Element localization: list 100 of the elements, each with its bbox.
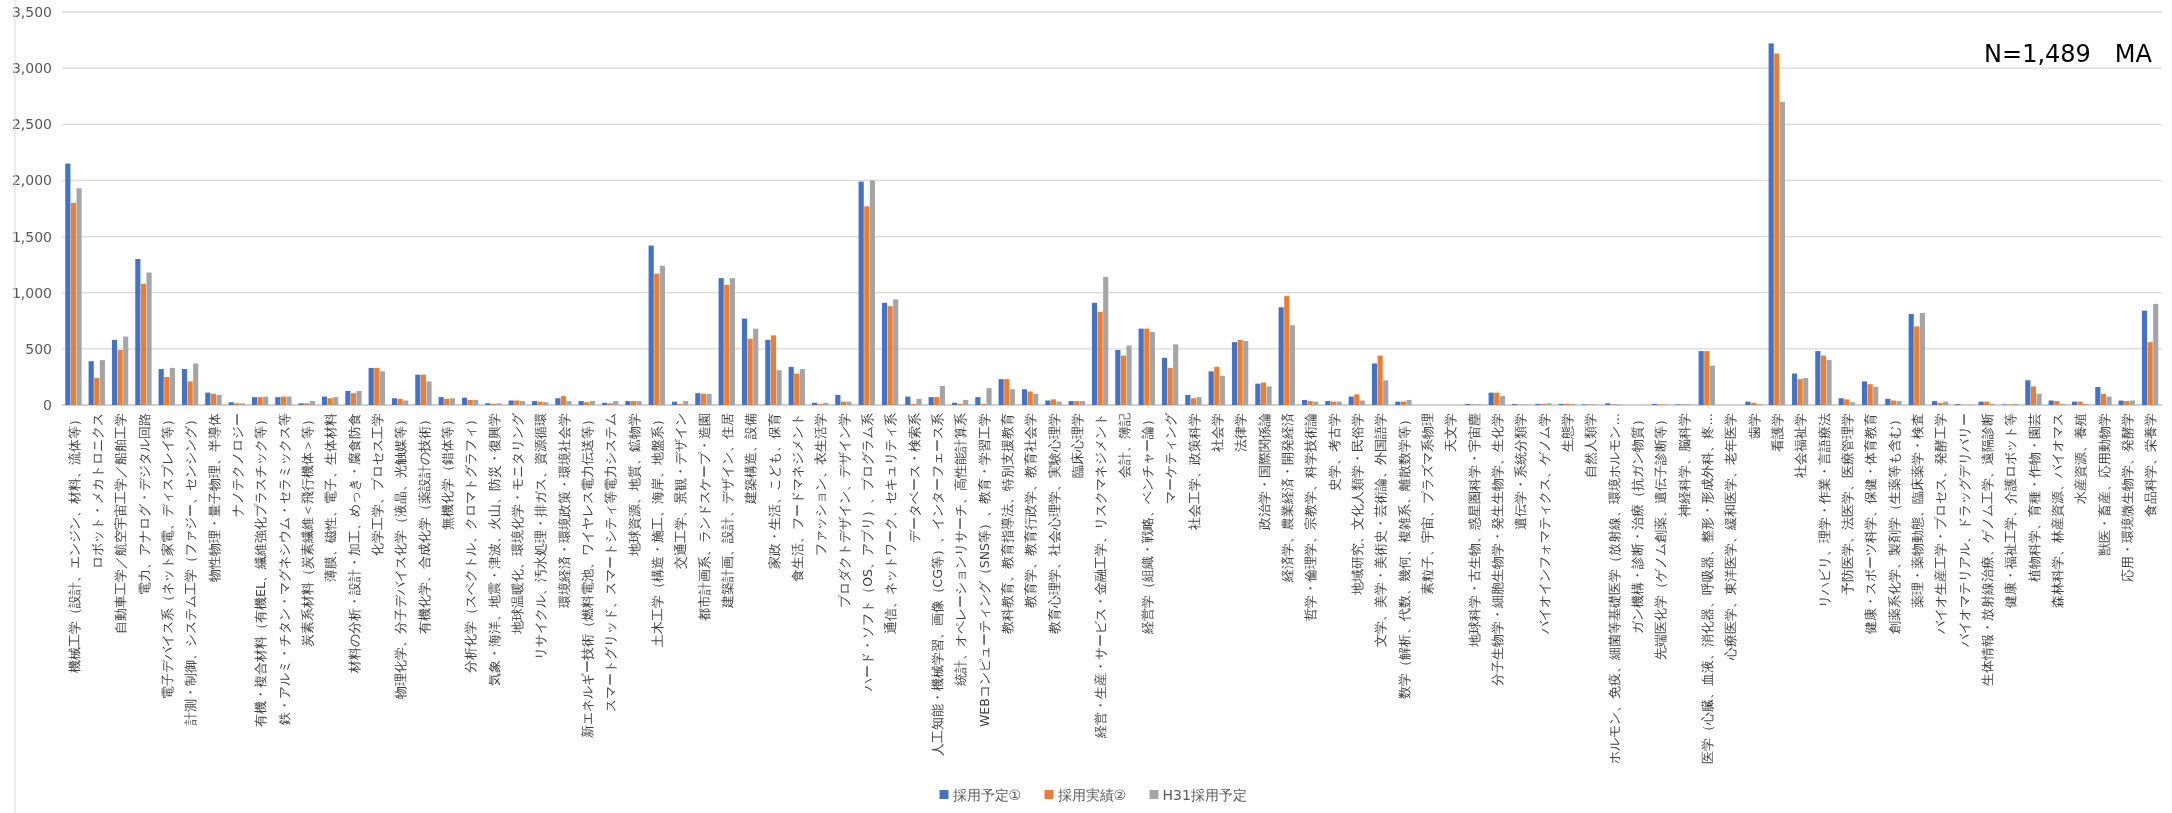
x-tick-label: ホルモン、免疫、細菌等基礎医学（放射線、環境ホルモン…	[1606, 413, 1622, 764]
bar	[2124, 401, 2130, 405]
bar	[887, 306, 893, 405]
bar	[263, 396, 269, 405]
bar	[613, 401, 619, 405]
bar	[864, 206, 870, 405]
bar	[1103, 276, 1109, 405]
bar	[724, 284, 730, 405]
bar	[286, 396, 292, 405]
bar	[1861, 381, 1868, 405]
bar	[391, 398, 398, 405]
x-tick-label: 看護学	[1770, 413, 1785, 452]
bar	[1050, 399, 1057, 405]
x-tick-label: ファッション、衣生活学	[813, 413, 829, 556]
x-tick-label: 社会学	[1210, 413, 1225, 452]
bar	[858, 181, 864, 405]
bar	[140, 283, 147, 405]
x-tick-label: 炭素系材料（炭素繊維＜飛行機体＞等）	[300, 413, 315, 647]
legend-label: H31採用予定	[1162, 787, 1247, 803]
bar	[753, 328, 759, 405]
x-tick-label: 食生活、フードマネジメント	[790, 413, 805, 582]
bar	[1919, 312, 1925, 405]
bar	[280, 396, 287, 405]
x-tick-label: 経営学（組織・戦略、ベンチャー論）	[1140, 413, 1155, 635]
bar	[1908, 314, 1914, 405]
bar	[659, 265, 665, 405]
bar	[1838, 398, 1844, 405]
x-tick-label: 機械工学（設計、エンジン、材料、流体等）	[66, 413, 82, 673]
bar	[747, 338, 753, 405]
bar	[625, 401, 631, 405]
x-tick-label: 食品科学、栄養学	[2143, 413, 2159, 517]
bar	[1406, 399, 1412, 405]
bar	[1826, 360, 1832, 405]
bar	[555, 398, 561, 405]
x-tick-label: バイオ生産工学・プロセス、発酵工学	[1933, 413, 1949, 635]
bar	[1027, 391, 1033, 405]
bar	[193, 363, 199, 405]
bar	[1255, 383, 1261, 405]
bar	[1126, 345, 1132, 405]
bar	[1383, 380, 1389, 405]
bar	[519, 401, 525, 405]
bar	[379, 371, 385, 405]
bar	[578, 401, 584, 405]
bar	[438, 397, 444, 405]
bar	[1698, 351, 1704, 405]
bar	[1004, 379, 1010, 405]
bar	[589, 401, 595, 405]
y-tick-label: 3,000	[11, 60, 52, 77]
x-tick-label: プロダクトデザイン、デザイン学	[836, 413, 852, 608]
y-tick-label: 2,000	[11, 172, 52, 189]
bar	[1237, 339, 1243, 405]
bar	[158, 369, 164, 405]
bar	[1097, 311, 1103, 405]
x-tick-label: ナノテクノロジー	[230, 413, 245, 517]
bar	[420, 374, 427, 405]
bar	[1120, 355, 1127, 405]
x-tick-label: 物理化学、分子デバイス化学（液晶、光触媒等）	[393, 413, 409, 699]
x-tick-label: 薬理・薬物動態、臨床薬学・検査	[1910, 413, 1925, 608]
bar	[1196, 397, 1202, 405]
bar	[729, 278, 735, 405]
bar	[1214, 366, 1220, 405]
bar	[2153, 303, 2159, 405]
y-tick-label: 500	[25, 340, 52, 357]
bar	[2054, 401, 2060, 405]
bar	[426, 381, 432, 405]
x-tick-label: 人工知能・機械学習、画像（CG等）、インターフェース系	[930, 413, 945, 757]
bar	[333, 397, 339, 405]
bar	[1009, 389, 1015, 405]
bar	[415, 374, 421, 405]
legend-label: 採用予定①	[952, 787, 1022, 803]
bar	[1797, 379, 1803, 405]
bar	[683, 401, 689, 405]
x-tick-label: 新エネルギー技術（燃料電池、ワイヤレス電力伝送等）	[580, 413, 595, 738]
legend-label: 採用実績②	[1057, 787, 1127, 803]
bar	[397, 398, 403, 405]
x-tick-label: 自動車工学／航空宇宙工学／船舶工学	[113, 413, 129, 634]
bar	[216, 394, 222, 405]
bar	[181, 369, 188, 405]
bar	[1768, 43, 1774, 405]
bar	[531, 401, 538, 405]
bar	[345, 390, 351, 405]
x-tick-label: 交通工学、景観・デザイン	[673, 413, 689, 569]
x-tick-label: 社会工学、政策科学	[1186, 413, 1202, 530]
bar	[99, 360, 105, 405]
bar	[1068, 401, 1074, 405]
bar	[1190, 398, 1197, 405]
bar	[1289, 325, 1295, 405]
bar	[1873, 387, 1879, 405]
bar	[700, 393, 707, 405]
y-tick-label: 0	[43, 397, 52, 413]
x-tick-label: 分子生物学・細胞生物学・発生生物学、生化学	[1490, 413, 1505, 686]
bar	[1377, 355, 1383, 405]
x-tick-label: リハビリ、理学・作業・言語療法	[1816, 413, 1832, 608]
x-tick-label: 会計、簿記	[1116, 413, 1132, 478]
x-tick-label: データベース・検索系	[906, 413, 922, 543]
bar	[327, 398, 333, 405]
bar	[2106, 396, 2112, 405]
bar	[135, 259, 141, 405]
bar	[1885, 398, 1891, 405]
bar	[1074, 401, 1080, 405]
